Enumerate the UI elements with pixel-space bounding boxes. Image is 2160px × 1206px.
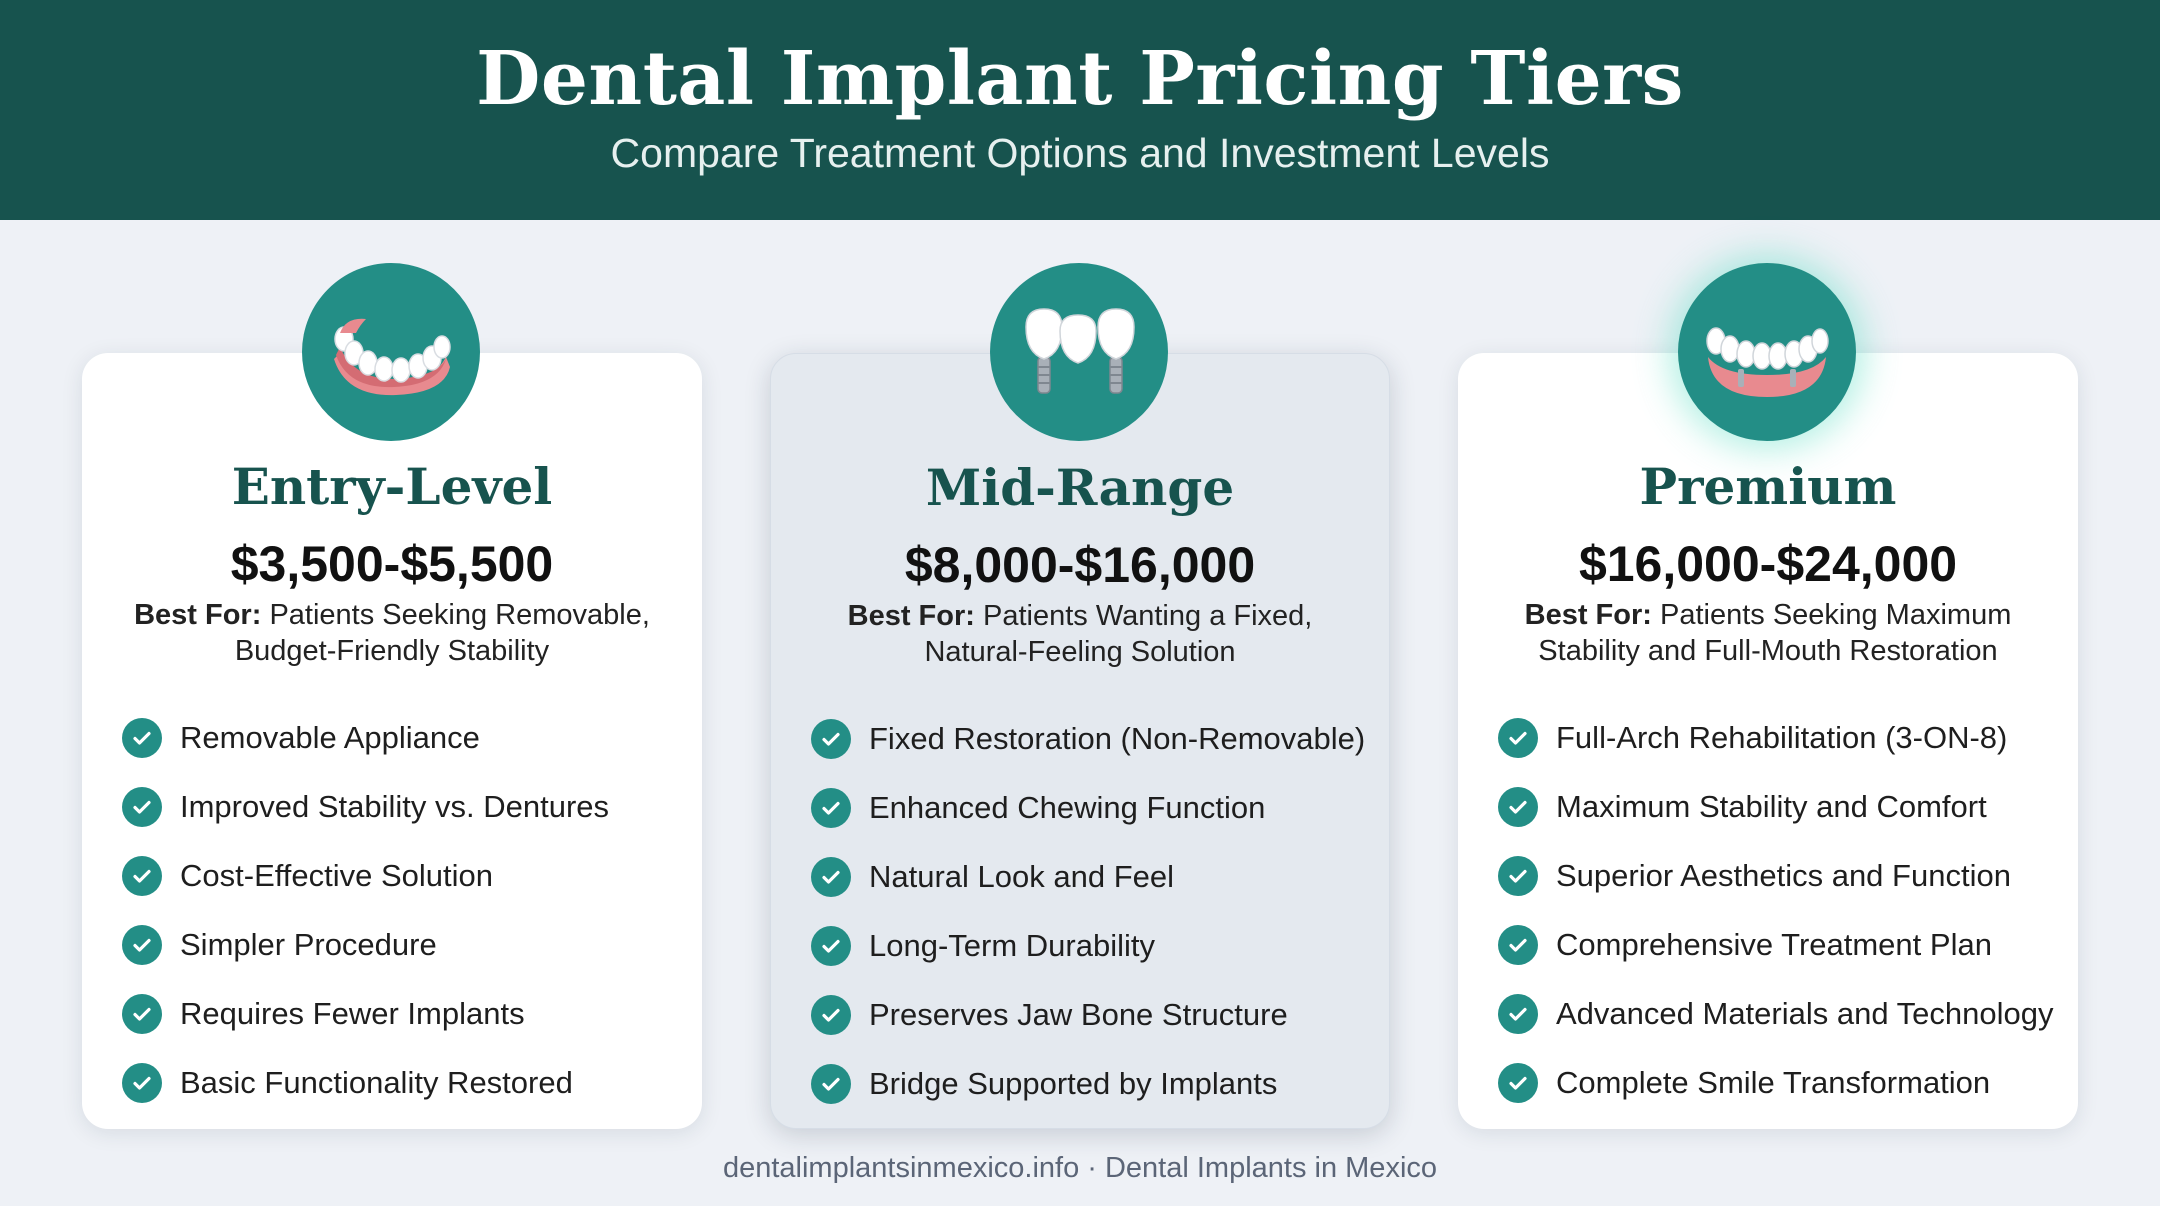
feature-item: Cost-Effective Solution bbox=[122, 841, 682, 910]
tier-price: $16,000-$24,000 bbox=[1578, 536, 1958, 592]
feature-item: Long-Term Durability bbox=[811, 911, 1369, 980]
footer-credit: dentalimplantsinmexico.info · Dental Imp… bbox=[722, 1152, 1438, 1184]
feature-item: Maximum Stability and Comfort bbox=[1498, 772, 2058, 841]
check-icon bbox=[122, 786, 162, 827]
feature-text: Advanced Materials and Technology bbox=[1556, 995, 2054, 1031]
feature-item: Simpler Procedure bbox=[122, 910, 682, 979]
best-for-line1: Patients Seeking Maximum bbox=[1659, 599, 2012, 631]
feature-text: Natural Look and Feel bbox=[869, 858, 1175, 894]
page-subtitle: Compare Treatment Options and Investment… bbox=[610, 130, 1550, 176]
check-icon bbox=[811, 994, 851, 1035]
best-for-line1: Patients Seeking Removable, bbox=[269, 599, 650, 631]
tier-card-premium: Premium $16,000-$24,000 Best For: Patien… bbox=[1458, 353, 2078, 1129]
feature-text: Removable Appliance bbox=[180, 719, 480, 755]
feature-item: Requires Fewer Implants bbox=[122, 979, 682, 1048]
check-icon bbox=[811, 925, 851, 966]
check-icon bbox=[811, 856, 851, 897]
feature-item: Preserves Jaw Bone Structure bbox=[811, 980, 1369, 1049]
check-icon bbox=[1498, 717, 1538, 758]
check-icon bbox=[122, 1062, 162, 1103]
feature-item: Full-Arch Rehabilitation (3-ON-8) bbox=[1498, 703, 2058, 772]
tier-price: $3,500-$5,500 bbox=[230, 536, 554, 592]
best-for-label: Best For: bbox=[134, 599, 262, 631]
feature-item: Removable Appliance bbox=[122, 703, 682, 772]
check-icon bbox=[1498, 1062, 1538, 1103]
feature-text: Basic Functionality Restored bbox=[180, 1064, 573, 1100]
feature-item: Basic Functionality Restored bbox=[122, 1048, 682, 1117]
page-title: Dental Implant Pricing Tiers bbox=[476, 36, 1684, 122]
feature-text: Requires Fewer Implants bbox=[180, 995, 525, 1031]
feature-text: Long-Term Durability bbox=[869, 927, 1155, 963]
check-icon bbox=[811, 787, 851, 828]
tier-price: $8,000-$16,000 bbox=[904, 537, 1256, 593]
feature-item: Superior Aesthetics and Function bbox=[1498, 841, 2058, 910]
feature-list: Removable Appliance Improved Stability v… bbox=[122, 703, 682, 1117]
best-for-text: Best For: Patients Seeking Maximum Stabi… bbox=[1488, 597, 2048, 669]
best-for-line2: Stability and Full-Mouth Restoration bbox=[1538, 635, 1998, 667]
best-for-line2: Natural-Feeling Solution bbox=[924, 636, 1236, 668]
check-icon bbox=[122, 717, 162, 758]
tier-name: Premium bbox=[1639, 457, 1897, 516]
best-for-text: Best For: Patients Seeking Removable, Bu… bbox=[112, 597, 672, 669]
best-for-label: Best For: bbox=[1524, 599, 1652, 631]
feature-text: Fixed Restoration (Non-Removable) bbox=[869, 720, 1366, 756]
feature-item: Natural Look and Feel bbox=[811, 842, 1369, 911]
feature-text: Enhanced Chewing Function bbox=[869, 789, 1266, 825]
check-icon bbox=[1498, 993, 1538, 1034]
feature-text: Simpler Procedure bbox=[180, 926, 437, 962]
feature-item: Fixed Restoration (Non-Removable) bbox=[811, 704, 1369, 773]
feature-text: Maximum Stability and Comfort bbox=[1556, 788, 1987, 824]
best-for-line2: Budget-Friendly Stability bbox=[234, 635, 550, 667]
best-for-label: Best For: bbox=[847, 600, 975, 632]
best-for-line1: Patients Wanting a Fixed, bbox=[982, 600, 1313, 632]
feature-list: Fixed Restoration (Non-Removable) Enhanc… bbox=[811, 704, 1369, 1118]
feature-text: Comprehensive Treatment Plan bbox=[1556, 926, 1992, 962]
check-icon bbox=[811, 718, 851, 759]
check-icon bbox=[1498, 855, 1538, 896]
tier-name: Mid-Range bbox=[925, 458, 1235, 517]
feature-item: Bridge Supported by Implants bbox=[811, 1049, 1369, 1118]
check-icon bbox=[122, 855, 162, 896]
feature-text: Superior Aesthetics and Function bbox=[1556, 857, 2011, 893]
feature-list: Full-Arch Rehabilitation (3-ON-8) Maximu… bbox=[1498, 703, 2058, 1117]
tier-card-mid-range: Mid-Range $8,000-$16,000 Best For: Patie… bbox=[770, 353, 1390, 1129]
feature-text: Bridge Supported by Implants bbox=[869, 1065, 1278, 1101]
feature-item: Enhanced Chewing Function bbox=[811, 773, 1369, 842]
best-for-text: Best For: Patients Wanting a Fixed, Natu… bbox=[801, 598, 1359, 670]
feature-item: Comprehensive Treatment Plan bbox=[1498, 910, 2058, 979]
feature-text: Complete Smile Transformation bbox=[1556, 1064, 1991, 1100]
feature-text: Improved Stability vs. Dentures bbox=[180, 788, 610, 824]
feature-item: Complete Smile Transformation bbox=[1498, 1048, 2058, 1117]
check-icon bbox=[122, 993, 162, 1034]
feature-text: Full-Arch Rehabilitation (3-ON-8) bbox=[1556, 719, 2008, 755]
tier-card-entry-level: Entry-Level $3,500-$5,500 Best For: Pati… bbox=[82, 353, 702, 1129]
denture-icon bbox=[302, 263, 480, 441]
tier-name: Entry-Level bbox=[231, 457, 553, 516]
feature-item: Advanced Materials and Technology bbox=[1498, 979, 2058, 1048]
feature-item: Improved Stability vs. Dentures bbox=[122, 772, 682, 841]
check-icon bbox=[122, 924, 162, 965]
implant-bridge-icon bbox=[990, 263, 1168, 441]
check-icon bbox=[1498, 786, 1538, 827]
header-banner: Dental Implant Pricing Tiers Compare Tre… bbox=[0, 0, 2160, 220]
full-arch-icon bbox=[1678, 263, 1856, 441]
check-icon bbox=[811, 1063, 851, 1104]
feature-text: Preserves Jaw Bone Structure bbox=[869, 996, 1288, 1032]
check-icon bbox=[1498, 924, 1538, 965]
feature-text: Cost-Effective Solution bbox=[180, 857, 494, 893]
